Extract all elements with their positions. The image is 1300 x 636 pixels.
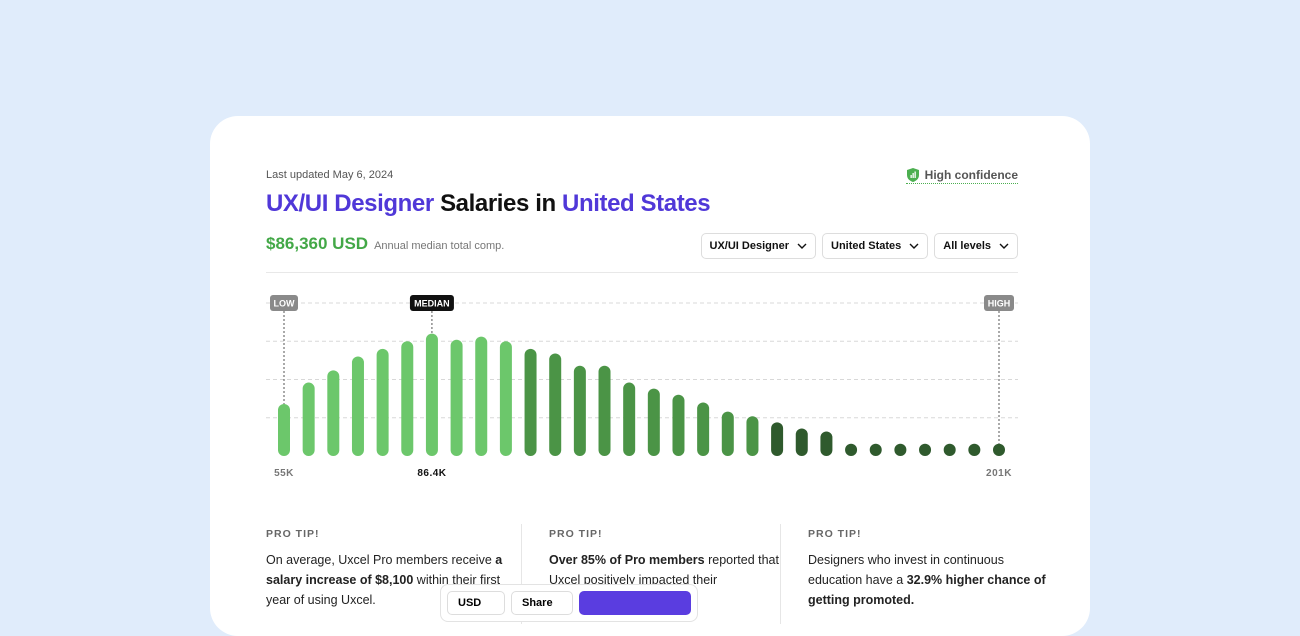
chevron — [999, 243, 1009, 249]
bar — [278, 403, 290, 456]
tip-text: Over 85% of Pro members reported that Ux… — [549, 550, 789, 590]
marker-label: HIGH — [988, 299, 1011, 309]
divider — [780, 524, 781, 624]
bar — [450, 339, 463, 456]
tip-text-part: a salary increase of $8,100 — [266, 553, 503, 587]
tip-text-part: Designers who invest in continuous educa… — [808, 553, 1004, 587]
pro-tip: PRO TIP! Designers who invest in continuo… — [808, 524, 1048, 610]
bar — [647, 388, 660, 456]
bar — [968, 443, 981, 456]
chevron — [909, 243, 919, 249]
marker-badge — [270, 295, 298, 311]
bar — [598, 365, 611, 456]
confidence-text: High confidence — [924, 168, 1018, 182]
toolbar: USD Share — [440, 584, 698, 622]
salary-note: Annual median total comp. — [374, 240, 505, 252]
share-button[interactable]: Share — [511, 591, 573, 615]
tip-text-part: On average, Uxcel Pro members receive — [266, 553, 496, 567]
title-place: United States — [562, 190, 711, 217]
bar — [499, 341, 512, 456]
pro-tip: PRO TIP! On average, Uxcel Pro members re… — [266, 524, 506, 610]
bar — [795, 428, 808, 456]
marker-badge — [984, 295, 1014, 311]
salary-value: $86,360 USD — [266, 234, 369, 253]
bar — [524, 348, 537, 456]
filter-dropdown[interactable]: UX/UI Designer — [700, 233, 816, 259]
bar — [401, 341, 414, 456]
bar — [549, 353, 562, 456]
divider — [266, 272, 1018, 273]
bar — [697, 402, 710, 456]
tip-label: PRO TIP! — [549, 528, 603, 540]
chevron-icon — [797, 243, 807, 249]
bar — [869, 443, 882, 456]
chevron-icon — [909, 243, 919, 249]
bar — [993, 443, 1005, 456]
bar — [672, 394, 685, 456]
filters: UX/UI Designer United States All levels — [700, 233, 1018, 259]
chart: LOW MEDIAN HIGH 55K 86.4K 201K — [266, 295, 1018, 479]
last-updated: Last updated May 6, 2024 — [266, 169, 394, 181]
tip-text: Designers who invest in continuous educa… — [808, 550, 1048, 610]
marker-label: LOW — [274, 299, 295, 309]
x-label: 55K — [274, 468, 294, 479]
bar — [623, 382, 636, 456]
bar — [746, 416, 759, 456]
pro-tip: PRO TIP! Over 85% of Pro members reported… — [549, 524, 789, 590]
divider — [521, 524, 522, 624]
bar — [573, 365, 586, 456]
bar — [771, 422, 784, 456]
page: Last updated May 6, 2024 High confidence… — [210, 116, 1090, 636]
currency-button[interactable]: USD — [447, 591, 505, 615]
salary: $86,360 USD Annual median total comp. — [266, 234, 504, 254]
bar — [943, 443, 956, 456]
shield-icon — [906, 168, 919, 182]
tip-label: PRO TIP! — [266, 528, 320, 540]
title-mid: Salaries in — [440, 190, 556, 217]
salary-card: Last updated May 6, 2024 High confidence… — [210, 116, 1090, 636]
chevron — [797, 243, 807, 249]
marker-label: MEDIAN — [414, 299, 450, 309]
x-label: 86.4K — [417, 468, 446, 479]
chevron-icon — [999, 243, 1009, 249]
title-role: UX/UI Designer — [266, 190, 434, 217]
x-label: 201K — [986, 468, 1012, 479]
bar — [845, 443, 858, 456]
title: UX/UI Designer Salaries in United States — [266, 190, 711, 218]
bar — [351, 356, 364, 456]
bar — [475, 336, 488, 456]
bar — [919, 443, 932, 456]
primary-button[interactable] — [579, 591, 691, 615]
tip-label: PRO TIP! — [808, 528, 862, 540]
tip-text-part: Over 85% of Pro members — [549, 553, 705, 567]
bar — [302, 382, 315, 456]
tip-text-part: reported that Uxcel positively impacted … — [549, 553, 779, 587]
confidence-badge[interactable]: High confidence — [905, 167, 1018, 184]
bar — [820, 431, 833, 456]
filter-label: UX/UI Designer — [709, 240, 789, 252]
tip-text: On average, Uxcel Pro members receive a … — [266, 550, 506, 610]
bar — [327, 370, 340, 456]
filter-dropdown[interactable]: United States — [822, 233, 929, 259]
bar — [721, 411, 734, 456]
bar — [894, 443, 907, 456]
bar — [425, 333, 438, 456]
filter-label: All levels — [943, 240, 991, 252]
filter-dropdown[interactable]: All levels — [934, 233, 1018, 259]
marker-badge — [409, 295, 454, 311]
bar — [376, 348, 389, 456]
filter-label: United States — [831, 240, 902, 252]
